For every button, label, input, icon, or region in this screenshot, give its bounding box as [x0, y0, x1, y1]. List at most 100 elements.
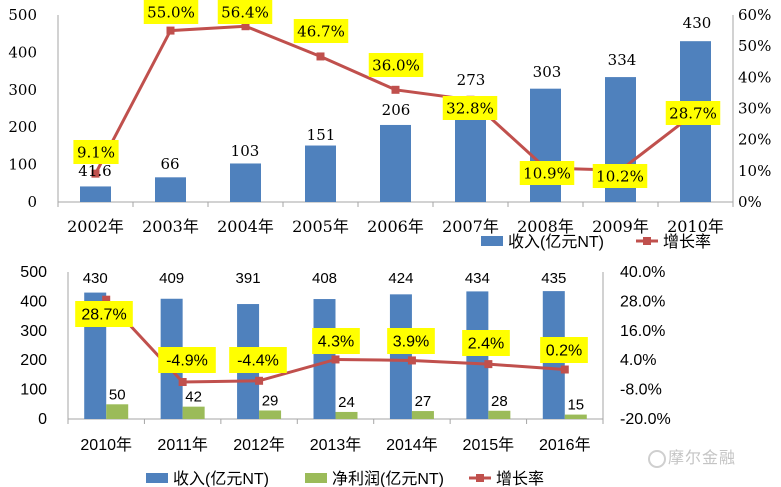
watermark-text: 摩尔金融 [668, 448, 737, 467]
growth-label-highlight [519, 161, 575, 185]
growth-label-highlight [592, 164, 648, 188]
y-tick-label: 200 [8, 118, 37, 136]
data-label: 151 [307, 126, 336, 144]
chart-2: 0 100 200 300 400 500 -20.0% -8.0% 4.0% 16.0% 28.0… [20, 264, 670, 487]
growth-label: 28.7% [81, 307, 126, 324]
growth-label-highlight [143, 0, 199, 24]
y2-tick-label: 40% [738, 68, 771, 86]
growth-label-highlight [229, 347, 287, 373]
bar [106, 404, 129, 419]
x-tick-label: 2010年 [80, 436, 132, 454]
growth-label-highlight [387, 328, 435, 354]
x-tick-label: 2010年 [667, 217, 724, 236]
y2-tick-label: 4.0% [620, 352, 656, 369]
legend-label: 增长率 [496, 470, 544, 487]
y2-tick-label: 0% [738, 193, 762, 211]
data-label: 206 [382, 101, 411, 119]
x-tick-label: 2003年 [142, 217, 199, 236]
data-label: 28 [491, 393, 508, 410]
growth-label: 46.7% [297, 22, 345, 40]
growth-label-highlight [75, 301, 133, 327]
bar [488, 410, 511, 419]
growth-label-highlight [217, 0, 273, 24]
bar [411, 411, 434, 419]
growth-label: 36.0% [372, 56, 420, 74]
data-label: 430 [683, 14, 712, 32]
bar [80, 186, 111, 202]
line-point [316, 52, 325, 61]
data-label: 408 [312, 270, 337, 287]
growth-label: 32.8% [446, 99, 494, 117]
data-label: 430 [83, 270, 108, 287]
x-tick-label: 2009年 [592, 217, 649, 236]
bar [155, 177, 186, 202]
x-tick-label: 2006年 [367, 217, 424, 236]
x-tick-label: 2002年 [67, 217, 124, 236]
data-label: 42 [185, 389, 202, 406]
growth-label: 10.2% [596, 167, 644, 185]
line-point [255, 376, 264, 385]
growth-label-highlight [462, 330, 510, 356]
y2-tick-label: 20% [738, 131, 771, 149]
y-tick-label: 300 [20, 323, 47, 340]
bar [182, 406, 205, 419]
y-tick-label: 200 [20, 352, 47, 369]
growth-label-highlight [73, 140, 119, 164]
data-label: 409 [159, 270, 184, 287]
y2-tick-label: 50% [738, 37, 771, 55]
line-point [91, 169, 100, 178]
bar [530, 88, 561, 202]
data-label: 424 [388, 270, 413, 287]
growth-label: -4.4% [237, 353, 279, 370]
growth-label: 0.2% [546, 343, 582, 360]
logo-rings-icon [648, 449, 666, 468]
y-tick-label: 100 [8, 156, 37, 174]
legend-swatch [146, 473, 168, 483]
line-point [166, 26, 175, 35]
line-point [560, 365, 569, 374]
y2-tick-label: 30% [738, 100, 771, 118]
x-tick-label: 2015年 [463, 436, 515, 454]
line-point [102, 295, 111, 304]
legend-label: 收入(亿元NT) [508, 233, 604, 251]
x-tick-label: 2008年 [517, 217, 574, 236]
y-tick-label: 100 [20, 382, 47, 399]
legend-label: 收入(亿元NT) [173, 470, 269, 487]
x-tick-label: 2013年 [310, 436, 362, 454]
legend-swatch [305, 473, 327, 483]
x-tick-label: 2007年 [442, 217, 499, 236]
data-label: 41.6 [78, 162, 111, 180]
data-label: 334 [608, 51, 637, 69]
bar [259, 410, 282, 419]
data-label: 66 [160, 155, 179, 173]
legend-swatch [481, 236, 503, 246]
growth-label-highlight [540, 337, 588, 363]
x-tick-label: 2011年 [157, 436, 207, 454]
growth-label: 10.9% [523, 164, 571, 182]
growth-label: 3.9% [393, 334, 429, 351]
growth-label-highlight [312, 328, 360, 354]
legend-marker [476, 474, 484, 482]
y2-tick-label: 60% [738, 6, 771, 24]
chart-1: 0 100 200 300 400 500 0% 10% 20% 30% 40% 50% 60% 2002… [8, 0, 771, 251]
data-label: 27 [415, 393, 432, 410]
legend-label: 净利润(亿元NT) [332, 470, 444, 487]
line-point [178, 378, 187, 387]
growth-label: 28.7% [669, 104, 717, 122]
growth-label-highlight [158, 347, 216, 373]
growth-label-highlight [442, 96, 498, 120]
growth-label: 4.3% [318, 334, 354, 351]
data-label: 303 [533, 63, 562, 81]
data-label: 24 [338, 394, 355, 411]
data-label: 391 [236, 270, 261, 287]
y-tick-label: 500 [20, 264, 47, 281]
y2-tick-label: 16.0% [620, 323, 665, 340]
data-label: 50 [109, 386, 126, 403]
bar [389, 294, 412, 419]
y2-tick-label: -8.0% [620, 382, 662, 399]
x-tick-label: 2005年 [292, 217, 349, 236]
y2-tick-label: 28.0% [620, 293, 665, 310]
line-point [241, 22, 250, 31]
bar [230, 163, 261, 202]
